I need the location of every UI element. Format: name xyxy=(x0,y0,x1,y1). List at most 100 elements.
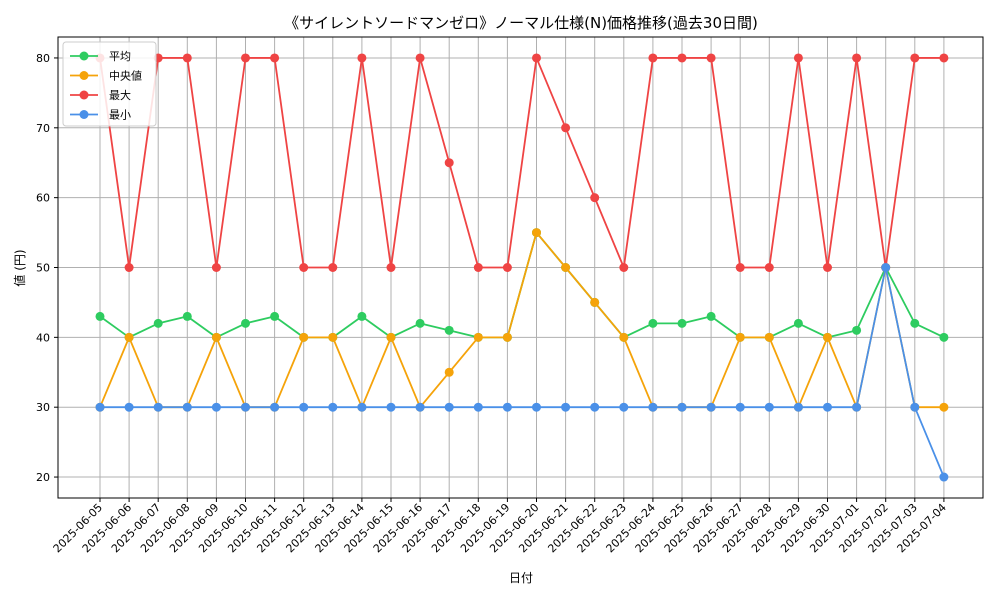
y-tick-label: 60 xyxy=(36,192,50,205)
data-point xyxy=(182,402,192,412)
data-point xyxy=(95,311,105,321)
series-line xyxy=(99,231,944,409)
data-point xyxy=(211,402,221,412)
data-point xyxy=(590,402,600,412)
data-point xyxy=(793,318,803,328)
data-point xyxy=(502,263,512,272)
data-point xyxy=(95,402,105,412)
data-point xyxy=(852,325,862,335)
data-point xyxy=(357,53,367,63)
series-line xyxy=(99,57,944,269)
series-1 xyxy=(95,228,949,412)
data-point xyxy=(473,263,483,272)
data-point xyxy=(502,332,512,342)
data-point xyxy=(735,402,745,412)
data-point xyxy=(619,332,629,342)
data-point xyxy=(764,332,774,342)
data-point xyxy=(415,53,425,63)
data-point xyxy=(241,53,250,63)
series-3 xyxy=(95,263,949,482)
data-point xyxy=(241,402,250,412)
legend-box xyxy=(62,41,157,127)
data-point xyxy=(328,332,338,342)
y-tick-label: 30 xyxy=(36,401,50,414)
data-point xyxy=(270,311,280,321)
data-point xyxy=(823,332,832,342)
data-point xyxy=(153,318,163,328)
data-point xyxy=(532,402,541,412)
data-point xyxy=(735,332,745,342)
chart-title: 《サイレントソードマンゼロ》ノーマル仕様(N)価格推移(過去30日間) xyxy=(284,14,758,32)
data-point xyxy=(473,402,483,412)
data-point xyxy=(881,263,891,272)
data-point xyxy=(793,53,803,63)
data-point xyxy=(910,402,920,412)
y-tick-label: 80 xyxy=(36,52,50,65)
data-point xyxy=(939,402,949,412)
y-axis-label: 値 (円) xyxy=(12,249,27,286)
grid xyxy=(58,37,983,498)
data-point xyxy=(706,53,716,63)
legend-swatch-marker xyxy=(79,71,89,80)
legend-label: 平均 xyxy=(109,50,131,63)
data-point xyxy=(939,332,949,342)
y-tick-label: 40 xyxy=(36,331,50,344)
data-point xyxy=(735,263,745,272)
data-point xyxy=(619,263,629,272)
data-point xyxy=(648,318,658,328)
y-tick-label: 50 xyxy=(36,262,50,275)
data-point xyxy=(444,367,454,377)
series-2 xyxy=(95,53,949,272)
data-point xyxy=(764,402,774,412)
data-point xyxy=(328,263,338,272)
series-line xyxy=(100,266,945,478)
data-point xyxy=(415,402,425,412)
data-point xyxy=(764,263,774,272)
data-point xyxy=(910,53,920,63)
y-tick-label: 70 xyxy=(36,122,50,135)
legend-label: 最大 xyxy=(109,88,131,102)
data-point xyxy=(153,402,163,412)
data-point xyxy=(386,263,396,272)
data-point xyxy=(561,402,571,412)
data-point xyxy=(386,402,396,412)
data-point xyxy=(532,53,541,63)
data-point xyxy=(270,402,280,412)
data-point xyxy=(648,53,658,63)
data-point xyxy=(444,402,454,412)
data-point xyxy=(619,402,629,412)
data-point xyxy=(910,318,920,328)
data-point xyxy=(211,263,221,272)
data-point xyxy=(793,402,803,412)
data-point xyxy=(561,123,571,133)
data-point xyxy=(299,332,309,342)
data-point xyxy=(706,311,716,321)
data-point xyxy=(124,332,134,342)
data-point xyxy=(532,228,541,238)
data-point xyxy=(270,53,280,63)
data-point xyxy=(561,263,571,272)
data-point xyxy=(473,332,483,342)
data-point xyxy=(182,311,192,321)
data-point xyxy=(415,318,425,328)
data-point xyxy=(706,402,716,412)
data-point xyxy=(677,318,687,328)
data-point xyxy=(299,402,309,412)
data-point xyxy=(124,263,134,272)
data-point xyxy=(852,53,862,63)
data-point xyxy=(823,263,832,272)
data-point xyxy=(211,332,221,342)
legend-swatch-marker xyxy=(79,51,89,61)
x-axis: 2025-06-052025-06-062025-06-072025-06-08… xyxy=(51,498,949,555)
data-point xyxy=(299,263,309,272)
data-point xyxy=(823,402,832,412)
data-point xyxy=(241,318,250,328)
legend-label: 最小 xyxy=(109,109,131,122)
legend-label: 中央値 xyxy=(109,70,142,83)
y-tick-label: 20 xyxy=(36,471,50,484)
data-point xyxy=(852,402,862,412)
data-point xyxy=(677,53,687,63)
data-point xyxy=(328,402,338,412)
data-point xyxy=(386,332,396,342)
